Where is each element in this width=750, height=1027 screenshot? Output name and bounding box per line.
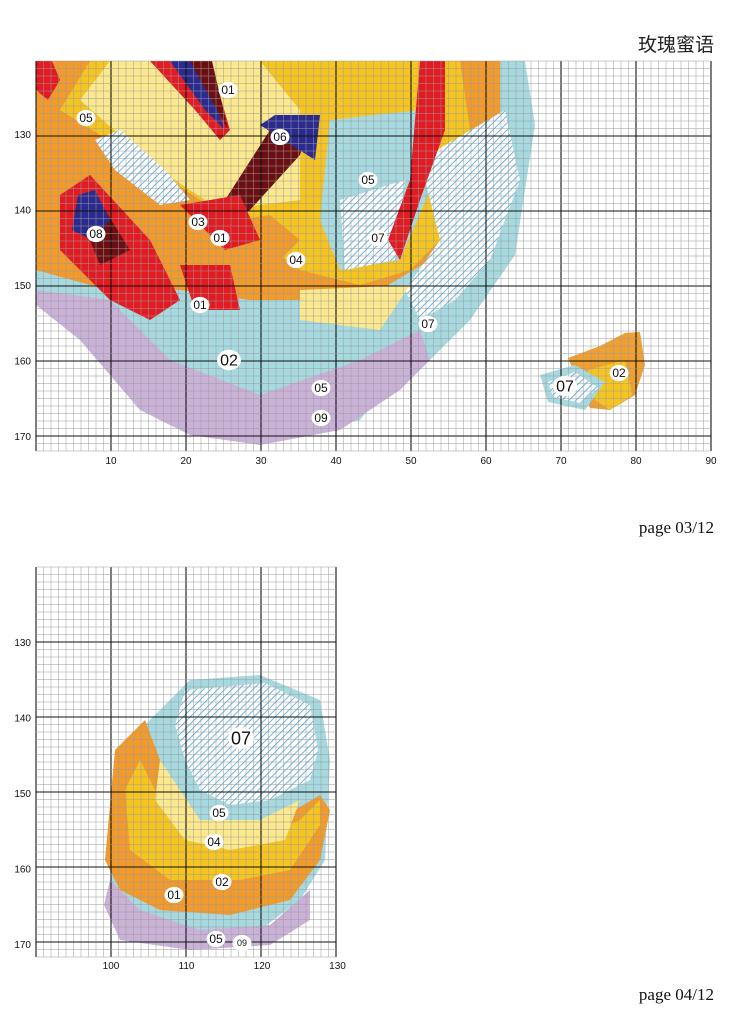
symbol-label: 09 xyxy=(237,938,247,948)
region-08b xyxy=(170,61,225,130)
symbol-label: 05 xyxy=(361,173,375,187)
symbol-label: 04 xyxy=(289,253,303,267)
symbol-badge xyxy=(311,409,331,427)
y-tick-label: 130 xyxy=(14,130,31,141)
symbol-label: 07 xyxy=(371,231,385,245)
symbol-label: 01 xyxy=(193,298,207,312)
pattern-chart-page-03: 01 05 06 05 03 01 07 08 04 01 07 02 05 09 07 02 10 20 30 4… xyxy=(14,60,717,467)
symbol-badge xyxy=(190,296,210,314)
symbol-badge xyxy=(358,171,378,189)
symbol-badge xyxy=(609,364,629,382)
y-tick-label: 150 xyxy=(14,789,31,800)
color-symbol-labels: 07 05 04 01 02 05 09 xyxy=(164,726,254,952)
region-03d xyxy=(388,61,445,260)
symbol-label: 07 xyxy=(556,379,574,396)
region-09 xyxy=(104,880,310,950)
y-tick-label: 130 xyxy=(14,638,31,649)
x-tick-label: 70 xyxy=(555,456,567,467)
symbol-label: 05 xyxy=(79,111,93,125)
region-06c xyxy=(190,61,228,130)
symbol-label: 09 xyxy=(314,411,328,425)
axis-labels: 10 20 30 40 50 60 70 80 90 130 140 150 160 170 xyxy=(14,130,717,467)
symbol-badge xyxy=(232,934,252,952)
symbol-badge xyxy=(368,229,388,247)
symbol-badge xyxy=(188,213,208,231)
symbol-label: 02 xyxy=(215,875,229,889)
y-tick-label: 170 xyxy=(14,940,31,951)
symbol-label: 01 xyxy=(167,888,181,902)
symbol-badge xyxy=(164,886,184,904)
region-03e xyxy=(180,195,260,250)
y-tick-label: 140 xyxy=(14,206,31,217)
x-tick-label: 50 xyxy=(405,456,417,467)
region-03 xyxy=(36,61,60,100)
symbol-badge xyxy=(206,930,226,948)
x-tick-label: 20 xyxy=(180,456,192,467)
y-tick-label: 150 xyxy=(14,281,31,292)
symbol-badge xyxy=(228,726,254,750)
y-tick-label: 160 xyxy=(14,865,31,876)
color-symbol-labels: 01 05 06 05 03 01 07 08 04 01 07 02 05 09 07 02 xyxy=(76,81,629,427)
x-tick-label: 10 xyxy=(105,456,117,467)
symbol-badge xyxy=(311,379,331,397)
x-tick-label: 100 xyxy=(103,961,120,972)
y-tick-label: 140 xyxy=(14,714,31,725)
symbol-badge xyxy=(286,251,306,269)
symbol-label: 08 xyxy=(89,227,103,241)
symbol-label: 03 xyxy=(191,215,205,229)
symbol-label: 05 xyxy=(209,932,223,946)
symbol-label: 02 xyxy=(612,366,626,380)
symbol-label: 04 xyxy=(207,835,221,849)
symbol-label: 01 xyxy=(213,231,227,245)
symbol-label: 01 xyxy=(221,83,235,97)
symbol-badge xyxy=(86,225,106,243)
x-tick-label: 80 xyxy=(630,456,642,467)
axis-labels: 100 110 120 130 130 140 150 160 170 xyxy=(14,638,346,972)
stitch-grid xyxy=(35,60,712,452)
x-tick-label: 120 xyxy=(254,961,271,972)
symbol-badge xyxy=(553,375,577,397)
x-tick-label: 30 xyxy=(255,456,267,467)
symbol-badge xyxy=(76,109,96,127)
symbol-badge xyxy=(204,833,224,851)
pattern-title: 玫瑰蜜语 xyxy=(637,34,714,56)
x-tick-label: 40 xyxy=(330,456,342,467)
x-tick-label: 60 xyxy=(480,456,492,467)
symbol-label: 05 xyxy=(314,381,328,395)
symbol-badge xyxy=(418,315,438,333)
x-tick-label: 110 xyxy=(179,961,195,972)
page-label-03: page 03/12 xyxy=(638,518,714,537)
symbol-badge xyxy=(209,804,229,822)
symbol-badge xyxy=(218,81,238,99)
symbol-label: 07 xyxy=(421,317,435,331)
region-08c xyxy=(260,115,320,160)
region-01 xyxy=(125,760,320,880)
symbol-label: 02 xyxy=(220,353,238,370)
region-04 xyxy=(155,760,300,850)
symbol-label: 06 xyxy=(273,130,287,144)
symbol-label: 07 xyxy=(231,728,251,748)
region-04b xyxy=(300,285,410,330)
symbol-badge xyxy=(210,229,230,247)
symbol-label: 05 xyxy=(212,806,226,820)
x-tick-label: 90 xyxy=(705,456,717,467)
symbol-badge xyxy=(212,873,232,891)
symbol-badge xyxy=(217,349,241,371)
y-tick-label: 160 xyxy=(14,357,31,368)
stitch-grid xyxy=(35,566,337,958)
y-tick-label: 170 xyxy=(14,432,31,443)
x-tick-label: 130 xyxy=(329,961,346,972)
symbol-badge xyxy=(270,128,290,146)
page-label-04: page 04/12 xyxy=(638,985,714,1004)
